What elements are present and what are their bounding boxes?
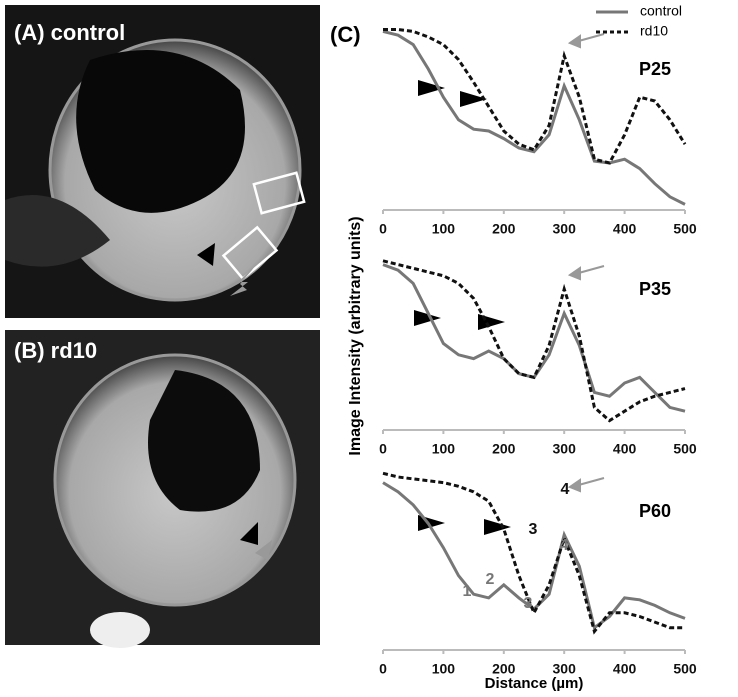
line — [383, 28, 687, 165]
x-tick-label: 500 — [673, 221, 697, 237]
annotation: 3 — [529, 521, 538, 538]
annotation: 4 — [560, 537, 569, 554]
x-tick-label: 300 — [553, 661, 577, 677]
x-tick-label: 100 — [432, 661, 456, 677]
annotation: 4 — [561, 481, 570, 498]
x-tick-label: 100 — [432, 221, 456, 237]
x-tick-label: 400 — [613, 661, 637, 677]
panel-title: P25 — [639, 59, 671, 79]
annotation: 3 — [524, 595, 533, 612]
x-tick-label: 300 — [553, 221, 577, 237]
x-tick-label: 500 — [673, 661, 697, 677]
x-tick-label: 100 — [432, 441, 456, 457]
legend-label: rd10 — [640, 23, 668, 39]
x-tick-label: 200 — [492, 661, 516, 677]
line — [382, 259, 686, 423]
x-tick-label: 500 — [673, 441, 697, 457]
x-tick-label: 300 — [553, 441, 577, 457]
arrows — [567, 33, 605, 493]
panel-title: P60 — [639, 501, 671, 521]
image-a: (A) control — [5, 5, 320, 318]
legend-label: control — [640, 3, 682, 19]
arrowheads — [414, 80, 511, 535]
annotation: 2 — [486, 571, 495, 588]
x-tick-label: 200 — [492, 441, 516, 457]
annotation: 1 — [463, 583, 472, 600]
line — [382, 29, 686, 206]
panel-title: P35 — [639, 279, 671, 299]
y-axis-label: Image Intensity (arbitrary units) — [347, 216, 364, 455]
x-tick-label: 400 — [613, 441, 637, 457]
x-tick-label: 0 — [379, 221, 387, 237]
image-b: (B) rd10 — [5, 330, 320, 648]
image-label: (B) rd10 — [14, 338, 97, 363]
x-tick-label: 400 — [613, 221, 637, 237]
line — [382, 471, 685, 635]
x-tick-label: 0 — [379, 441, 387, 457]
x-tick-label: 200 — [492, 221, 516, 237]
panel-label: (C) — [330, 22, 361, 47]
image-label: (A) control — [14, 20, 125, 45]
x-tick-label: 0 — [379, 661, 387, 677]
x-axis-label: Distance (µm) — [485, 675, 584, 692]
